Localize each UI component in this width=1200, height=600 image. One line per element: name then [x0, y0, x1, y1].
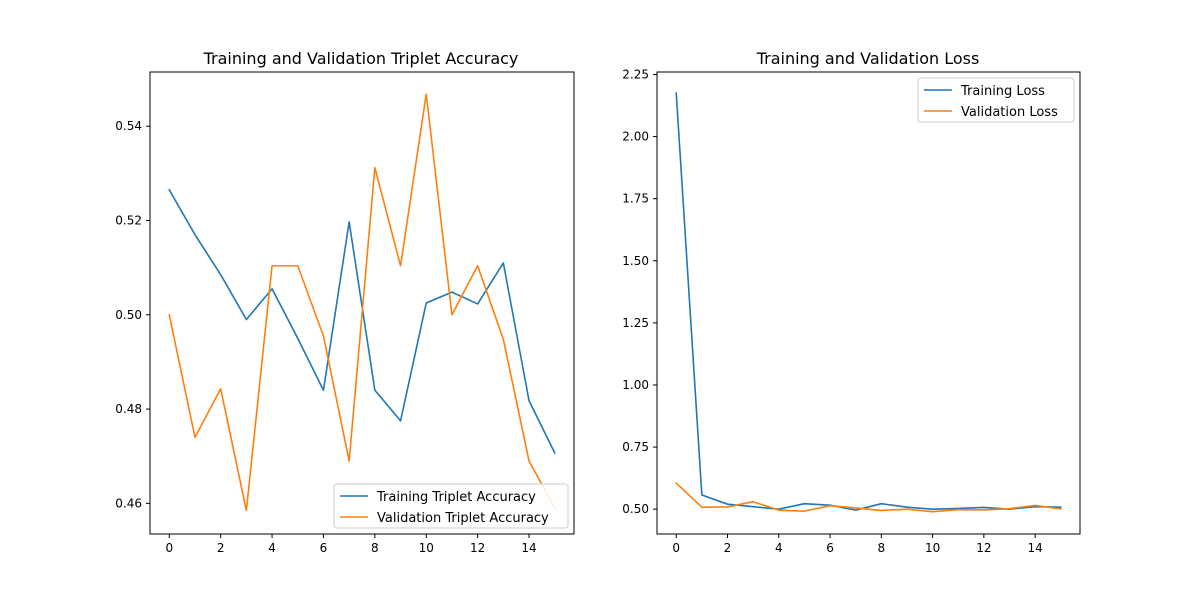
accuracy-legend-label-training: Training Triplet Accuracy [376, 490, 536, 505]
accuracy-x-tick-label: 6 [320, 541, 328, 555]
accuracy-chart-title: Training and Validation Triplet Accuracy [203, 49, 519, 68]
loss-y-tick-label: 1.00 [622, 378, 649, 392]
loss-chart-panel: Training and Validation Loss 0 2 4 6 8 10 12 14… [622, 49, 1081, 555]
loss-series-line-training [675, 92, 1062, 511]
loss-x-tick-label: 6 [826, 541, 834, 555]
loss-x-tick-label: 14 [1027, 541, 1042, 555]
loss-y-tick-label: 2.25 [622, 67, 649, 81]
accuracy-y-tick-label: 0.48 [115, 402, 142, 416]
loss-axes-frame [656, 71, 1081, 535]
accuracy-y-tick-label: 0.52 [115, 214, 142, 228]
loss-x-tick-label: 4 [775, 541, 783, 555]
loss-x-tick-label: 12 [976, 541, 991, 555]
loss-x-tick-label: 2 [724, 541, 732, 555]
accuracy-x-tick-label: 0 [165, 541, 173, 555]
loss-legend-label-validation: Validation Loss [961, 105, 1058, 120]
loss-x-tick-label: 10 [925, 541, 940, 555]
accuracy-x-tick-label: 14 [521, 541, 536, 555]
accuracy-legend-box [333, 483, 569, 529]
loss-legend: Training Loss Validation Loss [917, 77, 1075, 123]
loss-y-tick-label: 2.00 [622, 130, 649, 144]
accuracy-chart-panel: Training and Validation Triplet Accuracy… [115, 49, 575, 555]
accuracy-legend-label-validation: Validation Triplet Accuracy [377, 511, 549, 526]
accuracy-y-tick-label: 0.50 [115, 308, 142, 322]
loss-y-tick-label: 1.25 [622, 316, 649, 330]
loss-series-line-validation [675, 481, 1062, 513]
loss-x-tick-label: 8 [877, 541, 885, 555]
accuracy-x-tick-label: 4 [268, 541, 276, 555]
loss-plot-area: 0 2 4 6 8 10 12 14 0.50 0.75 1.00 1.25 1.50 1.75 2.00 2… [622, 67, 1081, 555]
accuracy-plot-area: 0 2 4 6 8 10 12 14 0.46 0.48 0.50 0.52 0.54 Training … [115, 71, 575, 555]
accuracy-x-tick-label: 10 [419, 541, 434, 555]
loss-legend-label-training: Training Loss [960, 84, 1045, 99]
accuracy-y-tick-label: 0.54 [115, 119, 142, 133]
accuracy-x-tick-label: 2 [217, 541, 225, 555]
loss-y-tick-label: 1.75 [622, 192, 649, 206]
accuracy-y-tick-label: 0.46 [115, 496, 142, 510]
accuracy-legend: Training Triplet Accuracy Validation Trip… [333, 483, 569, 529]
accuracy-axes-frame [149, 71, 575, 535]
accuracy-x-tick-label: 12 [470, 541, 485, 555]
accuracy-series-line-validation [168, 93, 556, 512]
loss-y-tick-label: 1.50 [622, 254, 649, 268]
loss-legend-box [917, 77, 1075, 123]
loss-chart-title: Training and Validation Loss [756, 49, 980, 68]
loss-y-tick-label: 0.75 [622, 440, 649, 454]
loss-x-tick-label: 0 [672, 541, 680, 555]
accuracy-x-tick-label: 8 [371, 541, 379, 555]
loss-y-tick-label: 0.50 [622, 502, 649, 516]
